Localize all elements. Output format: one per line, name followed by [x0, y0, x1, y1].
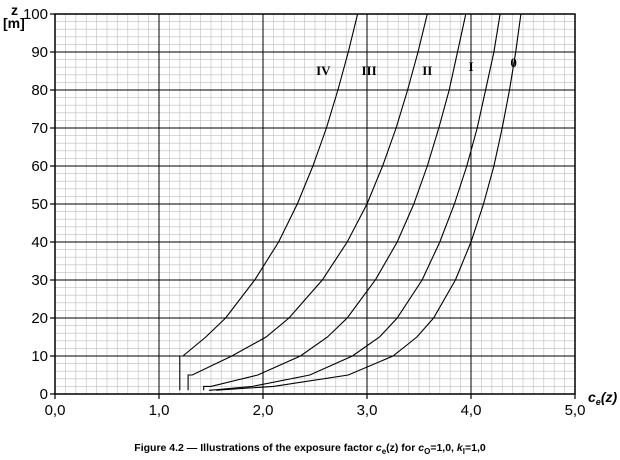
- caption-c: c: [375, 442, 382, 454]
- axes: [50, 13, 576, 399]
- x-tick-label: 4,0: [461, 402, 482, 419]
- x-tick-label: 5,0: [565, 402, 586, 419]
- x-tick-label: 0,0: [45, 402, 66, 419]
- x-tick-labels: 0,0 1,0 2,0 3,0 4,0 5,0: [45, 402, 586, 419]
- caption-kl-val: =1,0: [464, 442, 486, 454]
- series-labels: IV III II I 0: [316, 55, 517, 78]
- caption-c2: c: [418, 442, 425, 454]
- y-tick-label: 100: [23, 6, 48, 23]
- y-axis-label-unit: [m]: [3, 15, 25, 31]
- caption-z: (z): [386, 442, 399, 454]
- y-tick-label: 50: [31, 196, 48, 213]
- y-tick-label: 60: [31, 158, 48, 175]
- y-tick-label: 70: [31, 120, 48, 137]
- curve-5: [216, 13, 522, 391]
- x-axis-label: ce(z): [588, 389, 617, 407]
- figure-caption: Figure 4.2 — Illustrations of the exposu…: [0, 442, 620, 456]
- y-tick-label: 90: [31, 44, 48, 61]
- series-label-1: IV: [316, 63, 331, 78]
- x-tick-label: 1,0: [149, 402, 170, 419]
- series-label-4: I: [468, 59, 473, 74]
- caption-k: k: [456, 442, 463, 454]
- x-tick-label: 3,0: [357, 402, 378, 419]
- y-tick-label: 10: [31, 348, 48, 365]
- y-tick-label: 80: [31, 82, 48, 99]
- curve-4: [208, 13, 501, 391]
- series-label-2: III: [361, 63, 376, 78]
- y-tick-label: 30: [31, 272, 48, 289]
- y-tick-label: 40: [31, 234, 48, 251]
- y-axis-label-z: z: [11, 2, 18, 18]
- caption-prefix: Figure 4.2 — Illustrations of the exposu…: [134, 442, 376, 454]
- series-label-3: II: [422, 63, 432, 78]
- caption-for: for: [398, 442, 419, 454]
- series-label-5: 0: [510, 55, 517, 70]
- y-tick-labels: 0 10 20 30 40 50 60 70 80 90 100: [23, 6, 48, 403]
- caption-co-val: =1,0,: [430, 442, 457, 454]
- curve-2: [187, 13, 428, 391]
- curves: [179, 13, 522, 391]
- y-tick-label: 0: [40, 386, 48, 403]
- x-tick-label: 2,0: [253, 402, 274, 419]
- y-tick-label: 20: [31, 310, 48, 327]
- curve-1: [179, 13, 359, 391]
- curve-3: [203, 13, 467, 391]
- caption-e-sub: e: [381, 447, 387, 457]
- caption-l-sub: l: [462, 447, 465, 457]
- caption-o-sub: O: [424, 447, 431, 457]
